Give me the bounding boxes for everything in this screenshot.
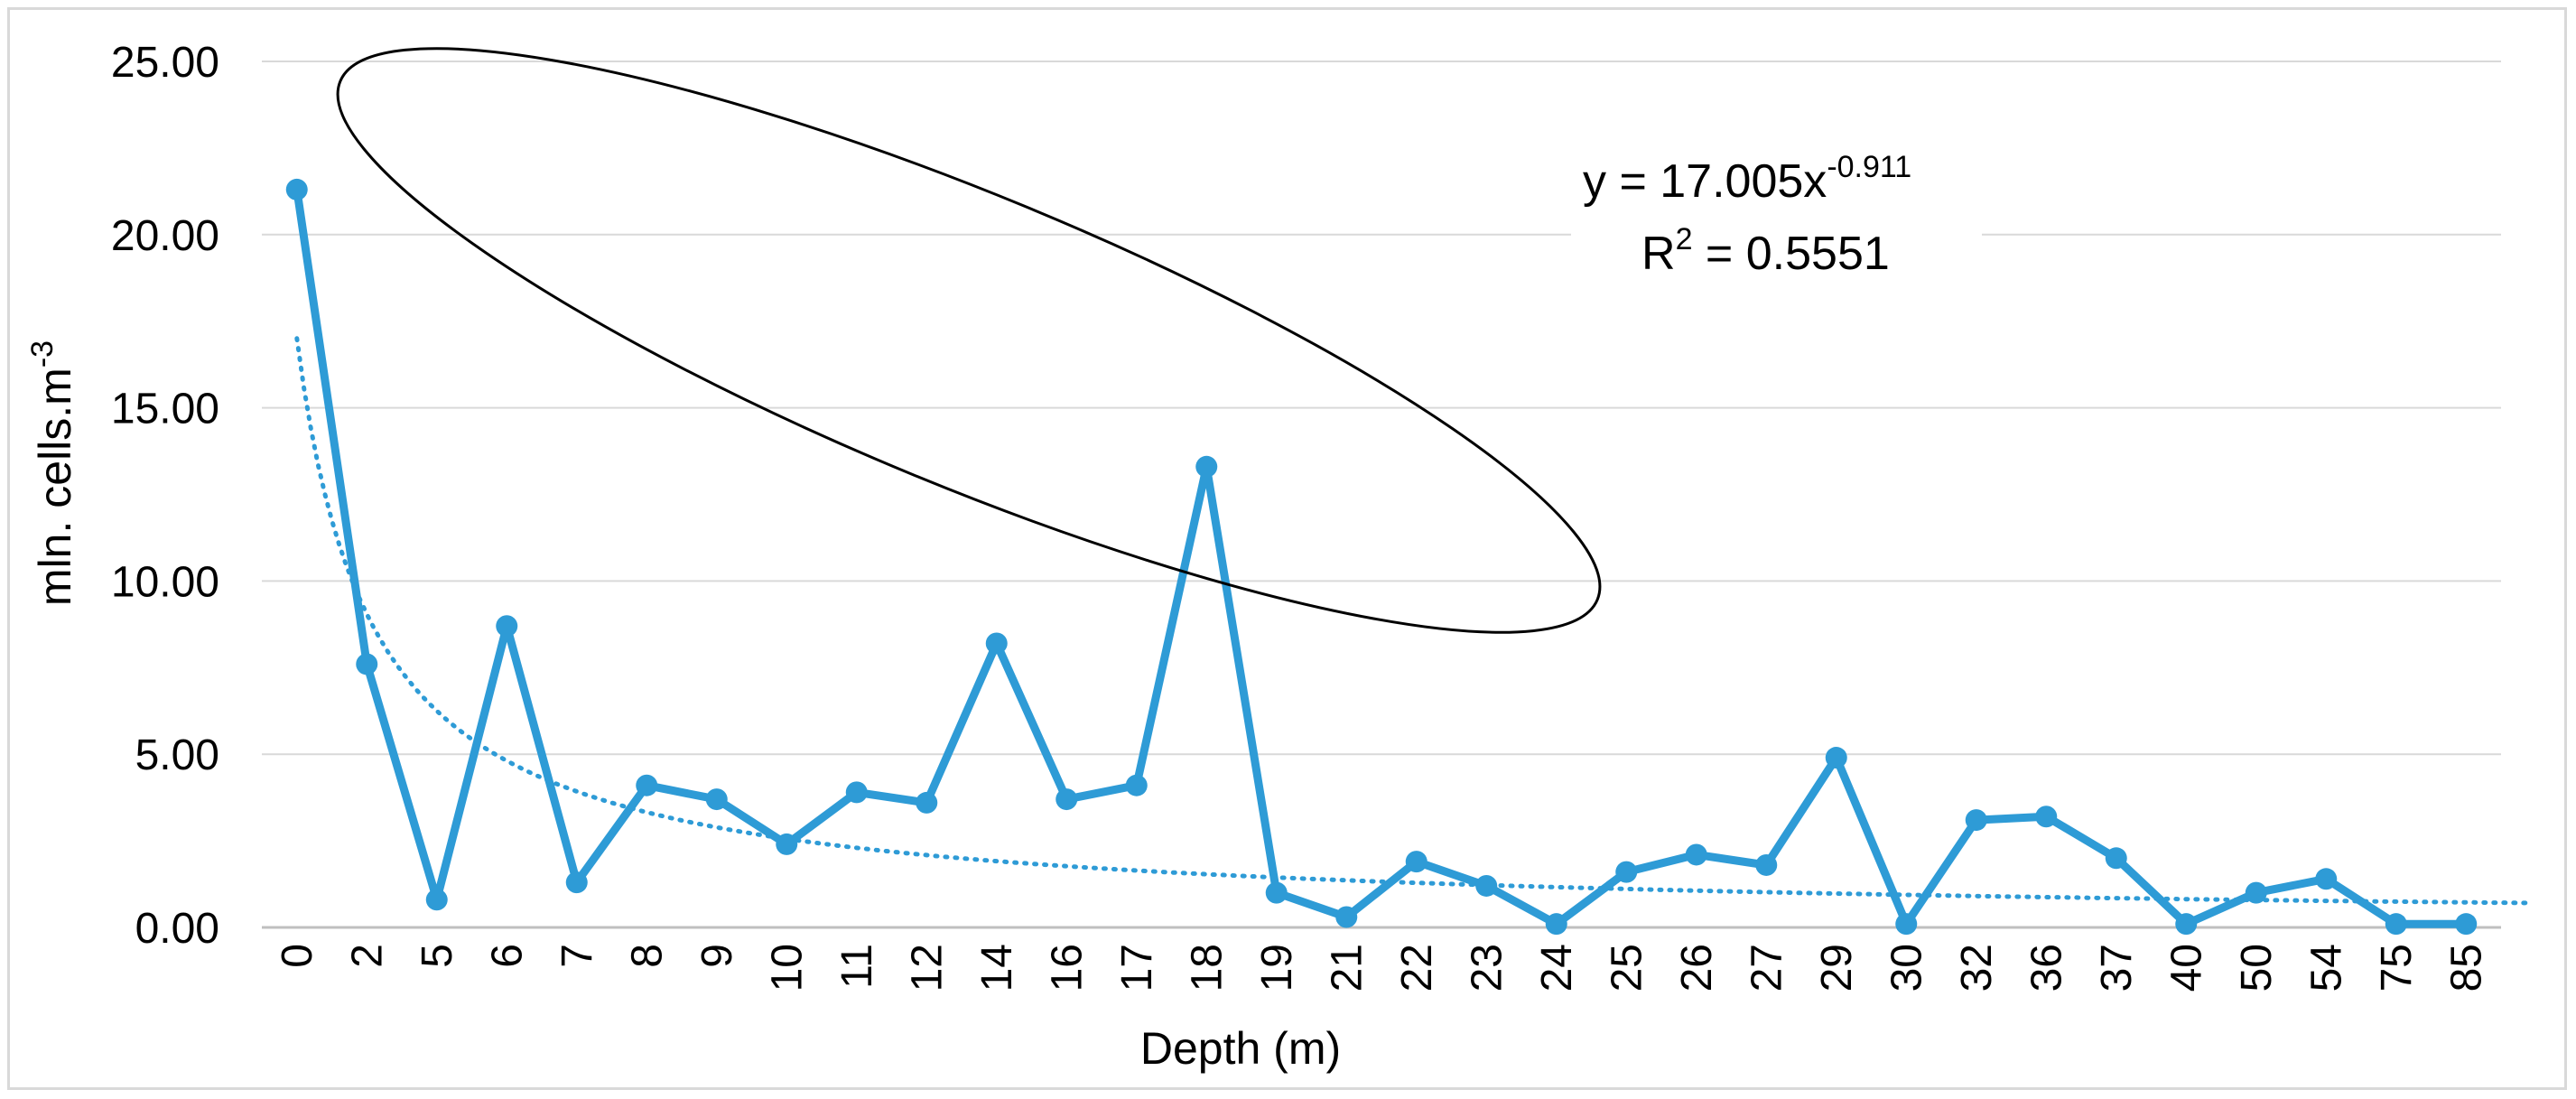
y-axis-title: mln. cells.m-3: [25, 340, 80, 606]
y-tick-label: 25.00: [111, 39, 219, 87]
data-point: [1056, 788, 1078, 811]
x-tick-label: 25: [1603, 944, 1651, 992]
data-point: [776, 833, 798, 855]
x-tick-label: 40: [2162, 944, 2210, 992]
highlight-ellipse: [336, 47, 1602, 634]
y-tick-label: 20.00: [111, 212, 219, 260]
data-point: [2455, 913, 2478, 936]
x-tick-label: 9: [693, 944, 741, 968]
x-tick-label: 17: [1113, 944, 1161, 992]
x-tick-label: 0: [274, 944, 321, 968]
y-tick-label: 0.00: [135, 905, 219, 953]
series-line: [293, 189, 2467, 928]
data-point: [1895, 913, 1918, 936]
data-point: [1965, 809, 1987, 832]
x-tick-label: 32: [1953, 944, 2001, 992]
y-tick-label: 5.00: [135, 731, 219, 779]
data-point: [2035, 806, 2058, 828]
data-point: [845, 781, 868, 804]
r-squared: R2 = 0.5551: [1641, 222, 1890, 280]
y-tick-label: 15.00: [111, 386, 219, 433]
data-series: [285, 178, 2478, 936]
x-tick-label: 22: [1393, 944, 1441, 992]
x-tick-label: 26: [1673, 944, 1721, 992]
data-point: [636, 774, 658, 796]
data-point: [285, 178, 308, 200]
data-point: [1265, 881, 1288, 904]
data-point: [1825, 747, 1847, 769]
x-tick-label: 6: [483, 944, 531, 968]
data-point: [565, 871, 588, 894]
x-tick-label: 21: [1323, 944, 1371, 992]
x-tick-label: 36: [2023, 944, 2070, 992]
x-tick-label: 30: [1883, 944, 1930, 992]
data-point: [425, 889, 448, 911]
y-axis-ticks: 0.00 5.00 10.00 15.00 20.00 25.00: [111, 39, 219, 953]
data-point: [1545, 913, 1567, 936]
data-point: [2315, 868, 2338, 890]
x-tick-label: 2: [343, 944, 391, 968]
data-point: [985, 632, 1008, 655]
data-point: [1615, 861, 1638, 883]
data-point: [1685, 843, 1707, 866]
x-tick-label: 50: [2233, 944, 2281, 992]
x-axis-title: Depth (m): [1140, 1023, 1341, 1074]
x-tick-label: 23: [1463, 944, 1511, 992]
data-point: [356, 653, 378, 675]
x-tick-label: 37: [2093, 944, 2141, 992]
data-point: [705, 788, 728, 811]
data-point: [1335, 906, 1358, 928]
x-tick-label: 5: [414, 944, 461, 968]
data-point: [1475, 874, 1498, 897]
gridlines: [262, 61, 2501, 929]
data-point: [1125, 774, 1148, 796]
x-tick-label: 7: [553, 944, 601, 968]
x-tick-label: 85: [2442, 944, 2490, 992]
data-point: [2175, 913, 2198, 936]
data-point: [1755, 853, 1778, 876]
data-point: [2105, 847, 2127, 870]
y-tick-label: 10.00: [111, 558, 219, 606]
x-tick-label: 11: [833, 944, 881, 989]
x-tick-label: 12: [903, 944, 951, 992]
equation-box: [1571, 140, 1982, 293]
data-point: [2245, 881, 2267, 904]
data-point: [1405, 851, 1427, 873]
data-point: [496, 615, 518, 638]
x-tick-label: 14: [973, 944, 1021, 992]
x-tick-label: 10: [763, 944, 811, 992]
x-tick-label: 19: [1253, 944, 1301, 992]
data-point: [916, 791, 938, 814]
x-tick-label: 75: [2373, 944, 2421, 992]
data-point: [1195, 455, 1218, 478]
trend-equation: y = 17.005x-0.911: [1583, 150, 1911, 208]
trendline-path: [294, 336, 2532, 906]
x-tick-label: 16: [1043, 944, 1091, 992]
data-point: [2385, 913, 2407, 936]
x-tick-label: 24: [1533, 944, 1581, 992]
x-tick-label: 27: [1743, 944, 1790, 992]
x-tick-label: 8: [623, 944, 671, 968]
x-tick-label: 29: [1813, 944, 1861, 992]
x-axis-ticks: 0 2 5 6 7 8 9 10 11 12 14 16 17 18 19 21 22 23 24 25 26 27 29 3…: [274, 944, 2491, 992]
x-tick-label: 54: [2302, 944, 2350, 992]
x-tick-label: 18: [1183, 944, 1231, 992]
trendline: [294, 336, 2532, 906]
